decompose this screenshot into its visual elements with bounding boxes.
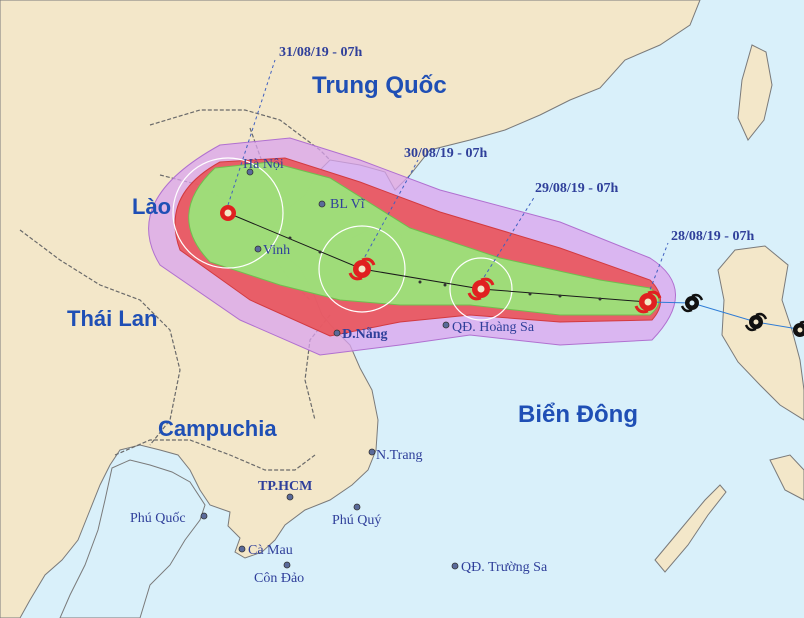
mindoro-island	[769, 454, 804, 501]
luzon-island	[717, 245, 804, 421]
city-label-con-dao: Côn Đảo	[254, 571, 304, 586]
sea-label-east-sea: Biển Đông	[518, 401, 638, 428]
track-markers	[288, 236, 602, 301]
country-label-thailand: Thái Lan	[67, 306, 157, 331]
uncertainty-circle-29-08	[449, 257, 513, 321]
uncertainty-circle-31-08	[172, 157, 284, 269]
country-label-cambodia: Campuchia	[158, 416, 277, 441]
forecast-time-label-30-08: 30/08/19 - 07h	[404, 146, 487, 161]
mainland	[0, 0, 701, 618]
forecast-time-label-31-08: 31/08/19 - 07h	[279, 45, 362, 60]
forecast-cone-likely-path	[188, 161, 660, 316]
city-label-hoang-sa: QĐ. Hoàng Sa	[452, 320, 535, 335]
uncertainty-circle-30-08	[318, 225, 406, 313]
past-storm-icon	[793, 320, 804, 337]
country-label-china: Trung Quốc	[312, 72, 447, 99]
taiwan-island	[737, 44, 773, 141]
storm-icon	[348, 257, 376, 281]
city-label-bach-long-vi: BL Vĩ	[330, 197, 366, 212]
city-label-nha-trang: N.Trang	[376, 448, 423, 463]
city-label-truong-sa: QĐ. Trường Sa	[461, 560, 548, 575]
city-label-vinh: Vinh	[263, 243, 290, 258]
palawan-island	[654, 484, 727, 573]
city-label-hanoi: Hà Nội	[243, 157, 284, 172]
city-label-hcmc: TP.HCM	[258, 479, 312, 494]
past-storm-icon	[680, 293, 704, 313]
past-storm-icon	[744, 312, 768, 332]
city-label-phu-quy: Phú Quý	[332, 513, 381, 528]
city-label-ca-mau: Cà Mau	[248, 543, 293, 558]
country-label-laos: Lào	[132, 194, 171, 219]
storm-icon	[467, 277, 495, 301]
gulf-of-thailand	[59, 459, 206, 618]
forecast-time-label-28-08: 28/08/19 - 07h	[671, 229, 754, 244]
forecast-time-label-29-08: 29/08/19 - 07h	[535, 181, 618, 196]
city-label-da-nang: Đ.Nẵng	[342, 326, 388, 342]
forecast-leader-lines	[227, 59, 669, 296]
city-markers	[200, 168, 459, 570]
past-track-line	[647, 301, 804, 331]
city-label-phu-quoc: Phú Quốc	[130, 511, 186, 526]
depression-icon	[220, 205, 236, 221]
forecast-track-line	[227, 212, 649, 303]
storm-icon	[634, 290, 662, 314]
